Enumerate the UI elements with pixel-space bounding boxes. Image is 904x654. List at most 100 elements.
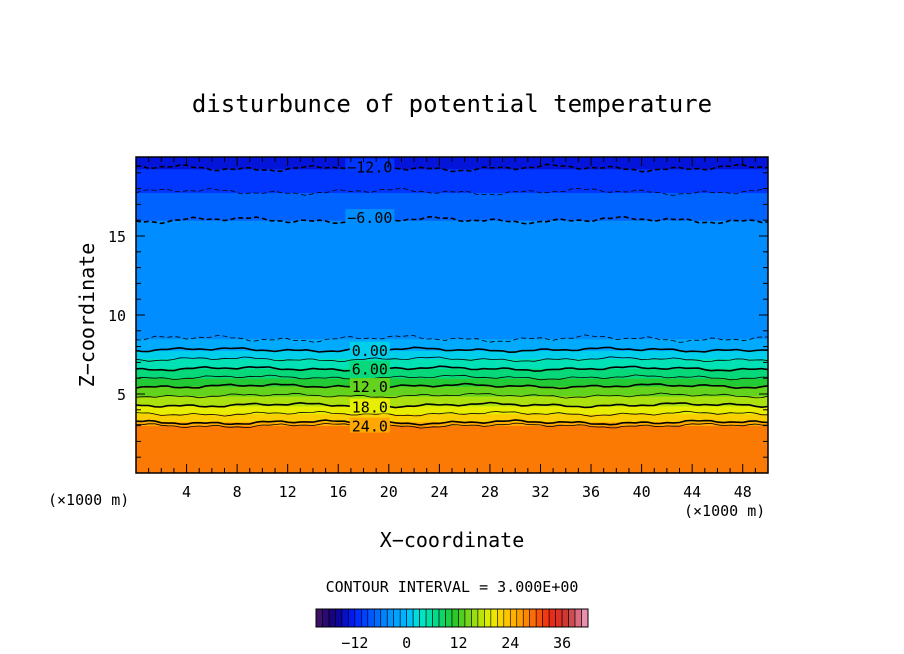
colorbar-swatch: [458, 608, 466, 628]
colorbar-tick-labels: −12 0 12 24 36: [341, 634, 571, 652]
colorbar-swatch: [386, 608, 395, 628]
contour-line: [136, 401, 768, 409]
colorbar-swatch: [568, 608, 576, 628]
field-band: [136, 182, 768, 186]
field-band: [136, 391, 768, 395]
colorbar: [315, 608, 589, 628]
field-band: [136, 221, 768, 225]
colorbar-swatch: [477, 608, 485, 628]
colorbar-swatch: [354, 608, 362, 628]
colorbar-swatch: [522, 608, 531, 628]
colorbar-swatch: [516, 608, 524, 628]
x-axis-ticks: 4 8 12 16 20 24 28 32 36 40 44 48: [148, 157, 756, 501]
field-band: [136, 397, 768, 401]
temperature-field: [136, 157, 768, 473]
field-band: [136, 444, 768, 448]
colorbar-tick-label: 12: [449, 634, 467, 652]
y-tick-label: 5: [117, 386, 126, 404]
colorbar-tick-label: 24: [501, 634, 519, 652]
field-band: [136, 348, 768, 352]
field-band: [136, 407, 768, 411]
field-band: [136, 456, 768, 460]
contour-label-text: 18.0: [352, 399, 388, 417]
colorbar-swatch: [373, 608, 382, 628]
field-band: [136, 235, 768, 239]
contour-line: [136, 187, 768, 196]
field-band: [136, 340, 768, 344]
field-band: [136, 282, 768, 286]
field-band: [136, 172, 768, 176]
contour-label: −6.00: [345, 209, 395, 227]
field-band: [136, 180, 768, 184]
field-band: [136, 326, 768, 330]
x-tick-label: 28: [481, 483, 499, 501]
field-band: [136, 367, 768, 371]
field-band: [136, 393, 768, 397]
field-band: [136, 377, 768, 381]
field-band: [136, 251, 768, 255]
colorbar-swatch: [438, 608, 446, 628]
contour-line: [136, 419, 768, 426]
field-band: [136, 174, 768, 178]
field-band: [136, 257, 768, 261]
field-band: [136, 217, 768, 221]
field-band: [136, 192, 768, 196]
field-band: [136, 369, 768, 373]
field-band: [136, 288, 768, 292]
field-band: [136, 273, 768, 276]
contour-label-text: 0.00: [352, 342, 388, 360]
x-tick-label: 12: [279, 483, 297, 501]
field-band: [136, 355, 768, 359]
colorbar-swatch: [503, 608, 511, 628]
contour-label: 12.0: [349, 378, 390, 396]
contour-label-bg: [345, 209, 395, 225]
colorbar-swatch: [451, 608, 459, 628]
colorbar-swatch: [509, 608, 518, 628]
colorbar-swatch: [328, 608, 336, 628]
colorbar-swatch: [425, 608, 433, 628]
field-band: [136, 223, 768, 227]
contour-label-text: −12.0: [347, 158, 392, 176]
contour-line: [136, 346, 768, 354]
colorbar-swatch: [548, 608, 556, 628]
field-band: [136, 164, 768, 168]
colorbar-swatch: [380, 608, 388, 628]
colorbar-swatch: [464, 608, 472, 628]
field-band: [136, 237, 768, 241]
field-band: [136, 231, 768, 235]
field-band: [136, 338, 768, 342]
y-axis-label: Z−coordinate: [75, 243, 99, 388]
contour-label-bg: [345, 158, 395, 174]
field-band: [136, 300, 768, 304]
field-band: [136, 255, 768, 259]
field-band: [136, 436, 768, 440]
contour-label-bg: [349, 398, 390, 414]
field-band: [136, 363, 768, 367]
colorbar-swatch: [445, 608, 453, 628]
colorbar-swatch: [412, 608, 420, 628]
field-band: [136, 271, 768, 275]
colorbar-swatch: [497, 608, 505, 628]
field-band: [136, 186, 768, 190]
contour-label-bg: [349, 378, 390, 394]
field-band: [136, 427, 768, 431]
contour-labels: 24.018.0 12.06.000.00 −6.00 −12.0: [345, 158, 395, 436]
colorbar-swatch: [393, 608, 401, 628]
field-band: [136, 314, 768, 318]
field-band: [136, 308, 768, 312]
contour-label-text: 24.0: [352, 418, 388, 436]
colorbar-swatch: [399, 608, 407, 628]
field-band: [136, 194, 768, 197]
field-band: [136, 239, 768, 243]
contour-line: [136, 392, 768, 399]
field-band: [136, 460, 768, 464]
contour-lines: [136, 163, 768, 429]
field-band: [136, 344, 768, 348]
colorbar-swatch: [361, 608, 369, 628]
contour-label: 0.00: [349, 341, 390, 360]
field-band: [136, 415, 768, 419]
field-band: [136, 389, 768, 393]
field-band: [136, 395, 768, 399]
field-band: [136, 290, 768, 294]
field-band: [136, 361, 768, 365]
